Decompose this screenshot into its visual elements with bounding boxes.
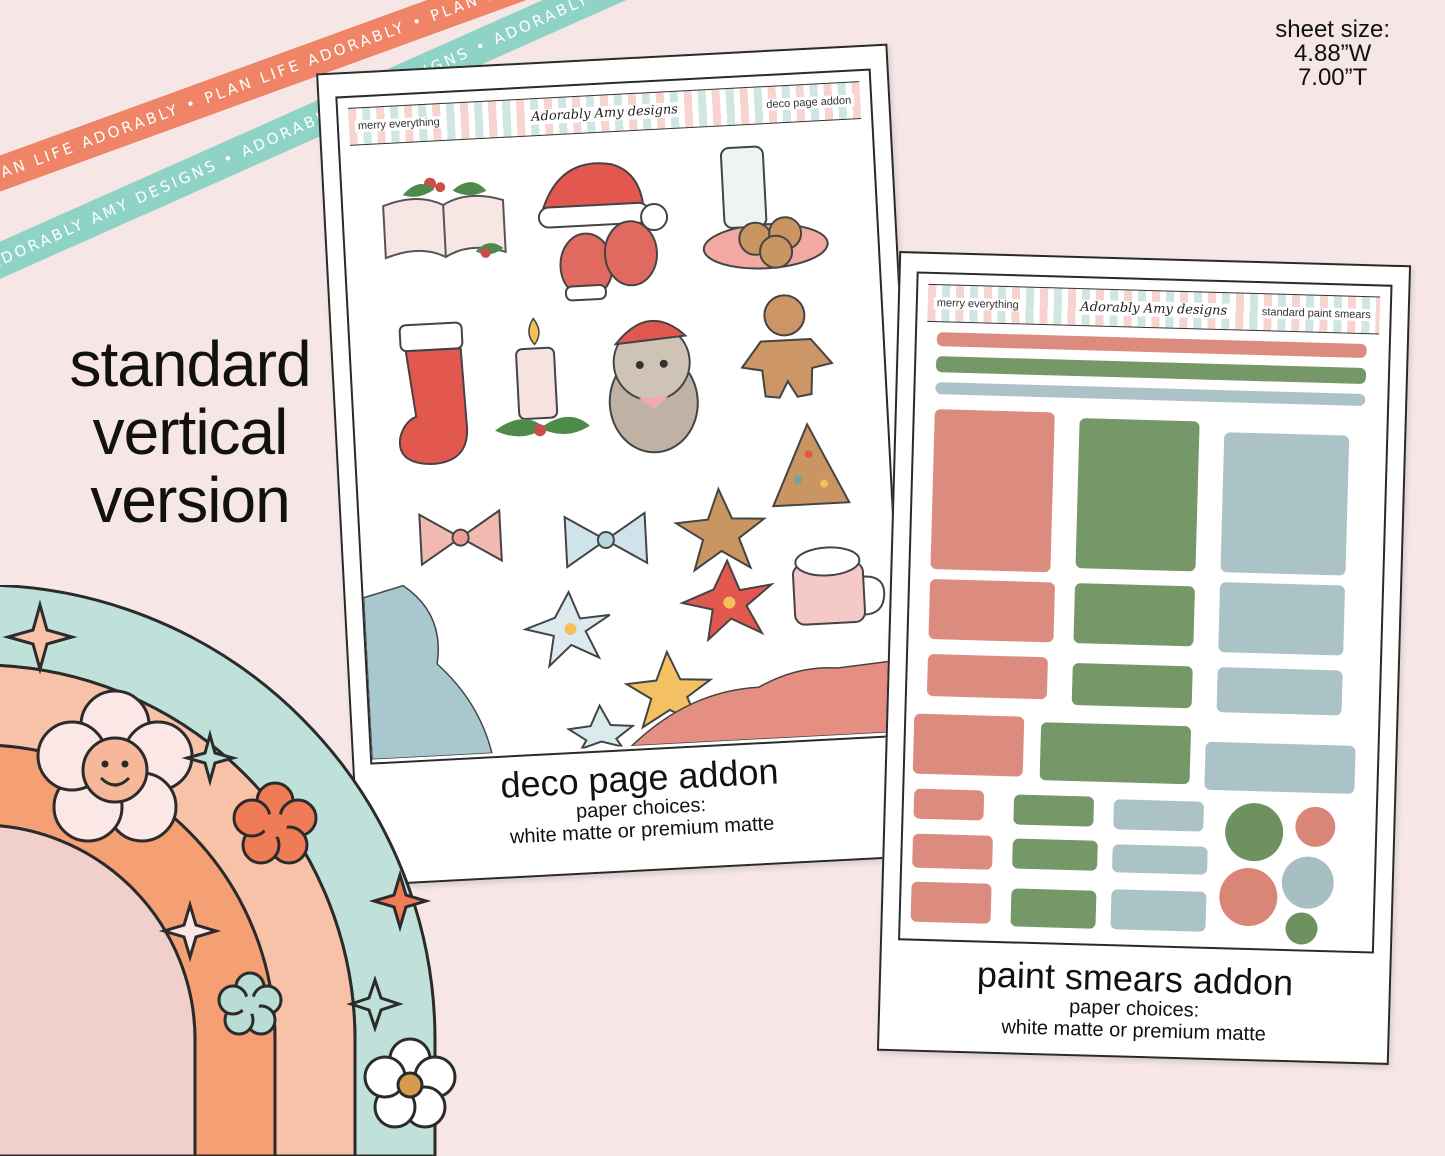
deco-header-right: deco page addon <box>763 94 855 112</box>
cocoa-mug-icon <box>791 546 886 626</box>
deco-page-sheet: merry everything Adorably Amy designs de… <box>316 43 930 887</box>
paint-smear-red-large <box>930 409 1055 573</box>
cat-santa-icon <box>608 320 699 454</box>
paint-scribble-blue <box>1204 741 1356 794</box>
stocking-icon <box>398 321 469 466</box>
paint-small-blue-1 <box>1113 799 1205 832</box>
paint-smear-green-large <box>1075 418 1200 572</box>
paint-blob-blue <box>1281 855 1335 910</box>
paint-blob-green-small <box>1285 912 1318 945</box>
paint-small-red-2 <box>912 833 993 870</box>
paint-strip-red <box>936 332 1367 359</box>
paint-blob-red-small <box>1294 806 1336 848</box>
smiley-flower-icon <box>36 689 194 843</box>
star-cookie-icon <box>673 486 767 573</box>
paint-sheet-caption: paint smears addon paper choices: white … <box>879 953 1389 1049</box>
paint-small-red-3 <box>910 881 992 924</box>
sheet-size-info: sheet size: 4.88”W 7.00”T <box>1275 18 1390 90</box>
paint-smear-green-wide <box>1071 663 1193 709</box>
paint-header-left: merry everything <box>933 296 1022 312</box>
sparkle-icon-3 <box>158 899 222 963</box>
version-heading-line1: standard <box>69 328 311 400</box>
paint-small-green-2 <box>1012 838 1098 871</box>
paint-smear-red-mid <box>928 578 1056 643</box>
candle-icon <box>495 317 590 437</box>
open-book-icon <box>382 177 507 260</box>
santa-hat-mittens-icon <box>537 162 669 302</box>
sparkle-icon-5 <box>346 975 404 1033</box>
teal-flower-icon <box>217 971 283 1036</box>
paint-small-blue-3 <box>1110 889 1207 932</box>
sheet-size-width: 4.88”W <box>1293 40 1372 67</box>
daisy-flower-icon <box>363 1037 457 1129</box>
paint-smear-green-mid <box>1073 583 1196 647</box>
orange-flower-icon <box>232 781 318 865</box>
gingerbread-man-icon <box>740 294 834 399</box>
rainbow-illustration <box>0 585 457 1156</box>
blue-pattern-paper <box>362 584 493 760</box>
paint-sheet-artboard: merry everything Adorably Amy designs st… <box>898 271 1393 954</box>
paint-smears-sheet: merry everything Adorably Amy designs st… <box>876 251 1412 1065</box>
paint-blob-red <box>1218 867 1279 927</box>
paint-smear-red-wide <box>926 653 1048 700</box>
paint-smear-blue-mid <box>1218 582 1346 656</box>
milk-cookies-icon <box>702 145 829 270</box>
paint-header-logo: Adorably Amy designs <box>1076 299 1232 319</box>
paint-small-blue-2 <box>1112 844 1208 875</box>
version-heading: standard vertical version <box>40 330 340 534</box>
sparkle-icon-2 <box>181 729 239 787</box>
deco-sheet-artboard: merry everything Adorably Amy designs de… <box>335 68 906 765</box>
paint-strip-blue <box>935 382 1366 407</box>
deco-header-logo: Adorably Amy designs <box>526 101 683 126</box>
blue-bow-icon <box>563 511 649 569</box>
tree-cookie-icon <box>771 421 851 508</box>
sheet-size-label: sheet size: <box>1275 16 1390 43</box>
red-poinsettia-icon <box>679 558 775 643</box>
paint-smear-blue-wide <box>1216 667 1343 716</box>
deco-header-left: merry everything <box>354 115 444 133</box>
sheet-size-height: 7.00”T <box>1297 64 1368 91</box>
paint-header-right: standard paint smears <box>1258 306 1374 322</box>
paint-smear-blue-large <box>1220 432 1350 576</box>
paint-small-green-3 <box>1010 888 1097 929</box>
sparkle-icon-1 <box>2 599 78 675</box>
deco-stickers-illustration <box>362 145 906 760</box>
version-heading-line3: version <box>90 464 290 536</box>
sparkle-icon-4 <box>368 869 432 933</box>
pink-bow-icon <box>418 508 503 567</box>
blue-star-icon <box>565 703 636 751</box>
paint-scribble-green <box>1039 722 1192 785</box>
paint-blob-green <box>1224 802 1284 862</box>
blue-poinsettia-icon <box>522 589 611 669</box>
paint-small-green-1 <box>1013 794 1095 827</box>
paint-sheet-header: merry everything Adorably Amy designs st… <box>927 283 1381 335</box>
pink-pattern-paper <box>629 658 906 747</box>
paint-scribble-red <box>912 713 1025 777</box>
paint-small-red-1 <box>913 788 985 821</box>
version-heading-line2: vertical <box>92 396 289 468</box>
paint-strip-green <box>935 356 1367 385</box>
